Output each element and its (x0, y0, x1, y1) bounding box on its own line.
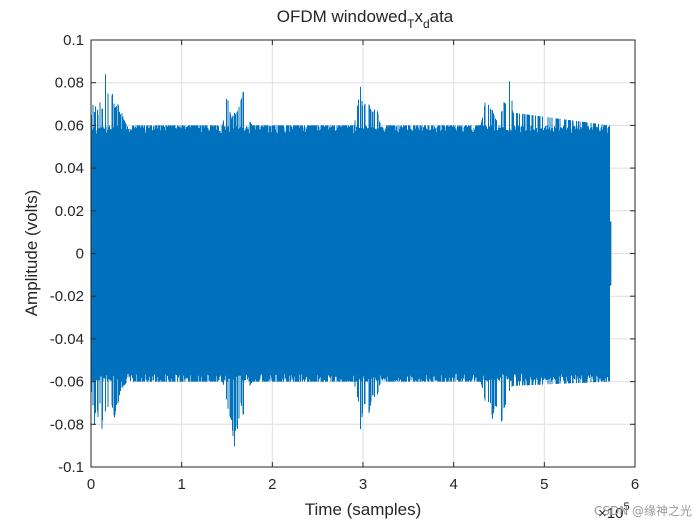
y-tick-label: 0.1 (63, 32, 84, 49)
y-tick-label: -0.1 (58, 459, 84, 476)
y-tick-label: -0.06 (50, 374, 84, 391)
y-tick-label: 0.06 (55, 117, 84, 134)
x-tick-label: 5 (540, 476, 548, 493)
watermark: CSDN @缘神之光 (593, 504, 692, 518)
y-tick-label: 0.08 (55, 75, 84, 92)
signal-core (91, 136, 610, 371)
y-tick-label: -0.08 (50, 416, 84, 433)
signal-series (90, 74, 612, 447)
x-tick-label: 3 (359, 476, 367, 493)
y-axis-label: Amplitude (volts) (22, 190, 41, 317)
y-tick-label: -0.02 (50, 288, 84, 305)
y-tick-label: 0.02 (55, 203, 84, 220)
x-tick-label: 6 (631, 476, 639, 493)
y-tick-label: 0.04 (55, 160, 84, 177)
x-tick-label: 0 (87, 476, 95, 493)
x-tick-label: 4 (449, 476, 457, 493)
x-tick-label: 2 (268, 476, 276, 493)
y-tick-label: -0.04 (50, 331, 84, 348)
chart-title: OFDM windowedTxdata (277, 7, 454, 31)
x-tick-label: 1 (177, 476, 185, 493)
x-axis-exponent: ×105 (598, 501, 630, 522)
y-tick-label: 0 (76, 246, 84, 263)
x-axis-label: Time (samples) (305, 500, 422, 519)
